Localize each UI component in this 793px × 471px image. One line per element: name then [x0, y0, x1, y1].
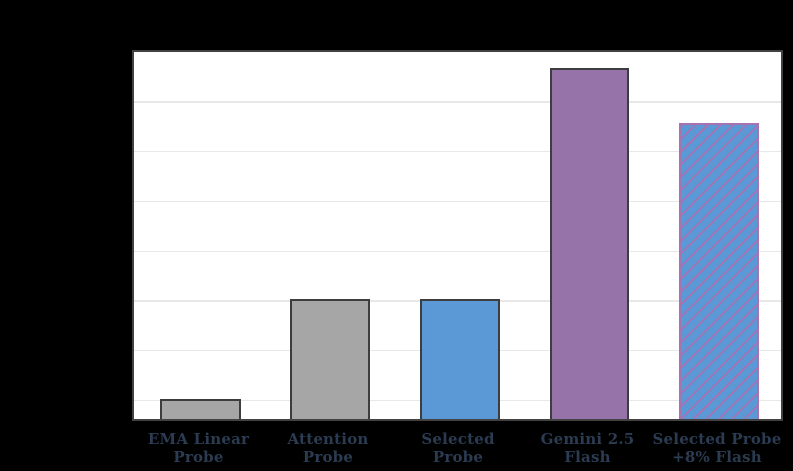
gridline [134, 250, 781, 253]
bar-gemini-2-5-flash [550, 67, 629, 419]
bar-attention-probe [290, 299, 370, 419]
bar-selected-probe-8pct-flash [679, 122, 759, 419]
x-tick-label-selected-probe: Selected Probe [378, 430, 538, 466]
x-tick-line: EMA Linear [147, 430, 250, 448]
x-tick-line: Attention [287, 430, 369, 448]
x-tick-line: Probe [302, 448, 354, 466]
bar-selected-probe [420, 299, 500, 419]
x-tick-label-selected-probe-8pct-flash: Selected Probe +8% Flash [637, 430, 793, 466]
gridline [134, 150, 781, 153]
x-tick-label-ema-linear-probe: EMA Linear Probe [119, 430, 279, 466]
bar-ema-linear-probe [160, 399, 241, 419]
x-tick-line: Probe [432, 448, 484, 466]
x-tick-line: Selected Probe [652, 430, 782, 448]
x-tick-line: Gemini 2.5 [540, 430, 635, 448]
gridline [134, 101, 781, 103]
x-tick-label-gemini-2-5-flash: Gemini 2.5 Flash [508, 430, 668, 466]
x-tick-line: Selected [421, 430, 495, 448]
x-tick-label-attention-probe: Attention Probe [248, 430, 408, 466]
gridline [134, 200, 781, 203]
x-tick-line: +8% Flash [672, 448, 762, 466]
x-axis-labels: EMA Linear Probe Attention Probe Selecte… [132, 430, 783, 471]
plot-area [132, 50, 783, 421]
x-tick-line: Flash [564, 448, 611, 466]
x-tick-line: Probe [173, 448, 224, 466]
